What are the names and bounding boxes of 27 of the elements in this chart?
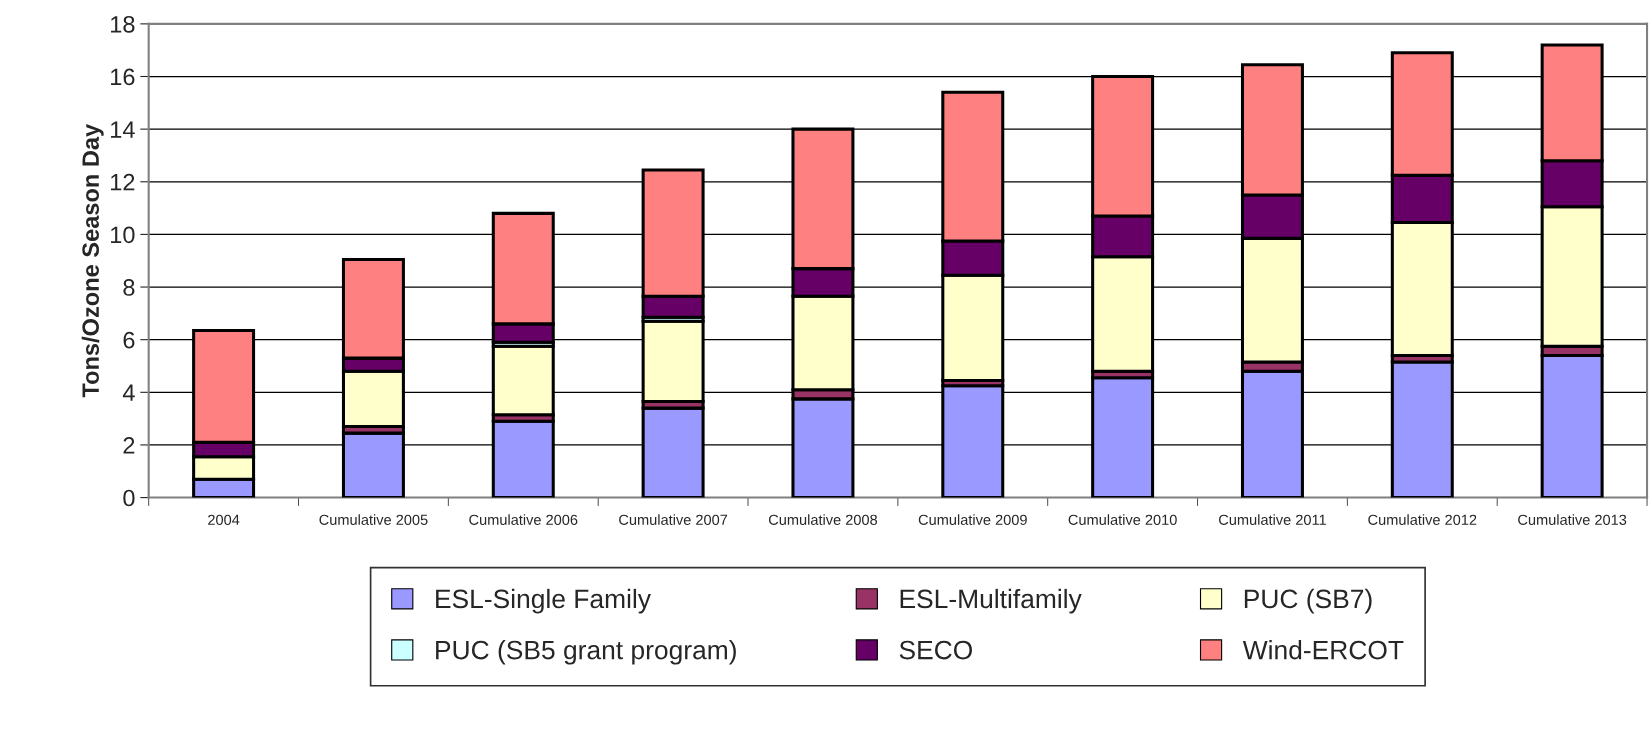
y-axis-title: Tons/Ozone Season Day (81, 123, 104, 398)
y-tick-label: 16 (111, 68, 135, 86)
legend-label: PUC (SB5 grant program) (436, 640, 736, 665)
x-tick-label: Cumulative 2012 (1368, 514, 1477, 525)
x-tick-label: Cumulative 2011 (1219, 514, 1326, 525)
y-tick-label: 8 (123, 279, 135, 296)
y-tick-label: 18 (111, 15, 135, 33)
x-tick-label: Cumulative 2007 (619, 514, 728, 525)
legend-label: Wind-ERCOT (1242, 640, 1404, 660)
y-tick-label: 14 (111, 121, 135, 138)
legend-label: ESL-Multifamily (900, 588, 1082, 614)
x-tick-label: Cumulative 2006 (469, 514, 578, 525)
legend-label: ESL-Single Family (436, 588, 651, 614)
y-tick-label: 0 (123, 489, 135, 507)
x-tick-label: 2004 (208, 514, 240, 525)
y-tick-label: 10 (111, 226, 135, 244)
legend-label: PUC (SB7) (1244, 588, 1372, 614)
x-tick-label: Cumulative 2009 (918, 514, 1027, 525)
x-tick-label: Cumulative 2013 (1518, 514, 1627, 525)
x-tick-label: Cumulative 2005 (319, 514, 428, 525)
y-tick-label: 4 (122, 384, 135, 401)
x-tick-label: Cumulative 2008 (768, 514, 878, 525)
y-tick-label: 12 (111, 173, 135, 191)
legend-label: SECO (899, 640, 972, 660)
y-tick-label: 2 (123, 437, 135, 454)
x-tick-label: Cumulative 2010 (1068, 514, 1177, 525)
y-tick-label: 6 (123, 331, 135, 349)
